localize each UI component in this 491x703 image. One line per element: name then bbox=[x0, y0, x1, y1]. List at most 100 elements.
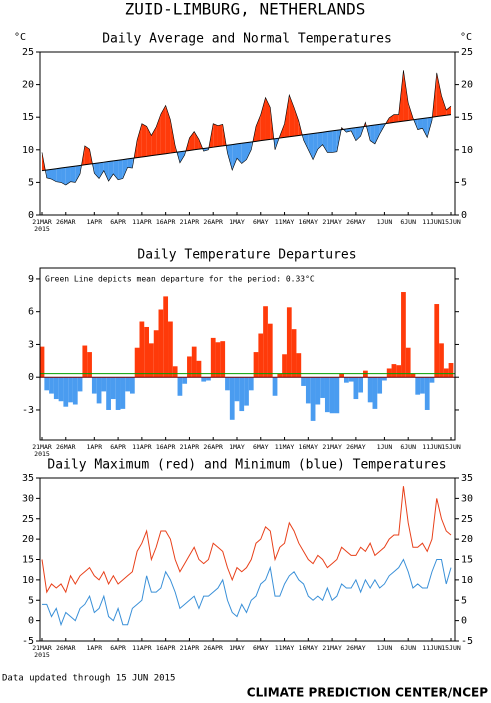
bar bbox=[405, 347, 411, 378]
y-tick-label: 15 bbox=[461, 555, 473, 566]
departure-fill bbox=[256, 114, 261, 142]
x-tick-label: 21MAR bbox=[32, 644, 52, 652]
y-tick-label: 35 bbox=[461, 473, 473, 484]
bar bbox=[334, 377, 340, 414]
departure-fill bbox=[436, 72, 442, 117]
y-tick-label: 0 bbox=[28, 372, 34, 383]
departure-fill bbox=[332, 130, 337, 153]
bar bbox=[386, 368, 392, 378]
departure-fill bbox=[303, 134, 309, 150]
x-year-label: 2015 bbox=[34, 450, 50, 458]
credit: CLIMATE PREDICTION CENTER/NCEP bbox=[247, 686, 488, 700]
departure-fill bbox=[317, 132, 323, 150]
bar bbox=[315, 377, 321, 405]
x-tick-label: 16APR bbox=[156, 218, 176, 226]
y-tick-label: 0 bbox=[461, 616, 467, 627]
x-tick-label: 1MAY bbox=[229, 218, 245, 226]
x-tick-label: 11JUN bbox=[422, 218, 442, 226]
bar bbox=[291, 329, 297, 378]
x-tick-label: 1JUN bbox=[377, 644, 393, 652]
x-tick-label: 1JUN bbox=[377, 443, 393, 451]
bar bbox=[168, 321, 173, 378]
departure-fill bbox=[308, 133, 314, 160]
bar bbox=[91, 377, 97, 394]
y-tick-label: 3 bbox=[28, 339, 34, 350]
data-line bbox=[41, 70, 452, 186]
bar bbox=[144, 326, 150, 378]
y-tick-label: 10 bbox=[461, 145, 473, 156]
y-tick-label: 5 bbox=[28, 177, 34, 188]
x-tick-label: 21MAY bbox=[322, 443, 342, 451]
bar bbox=[391, 364, 397, 378]
bar bbox=[225, 377, 230, 391]
departure-fill bbox=[351, 127, 356, 141]
y-tick-label: 20 bbox=[22, 80, 34, 91]
bar bbox=[115, 377, 121, 410]
x-tick-label: 6APR bbox=[110, 218, 126, 226]
bar bbox=[215, 342, 221, 378]
x-tick-label: 1APR bbox=[86, 644, 102, 652]
y-tick-label: -5 bbox=[22, 636, 34, 647]
departure-fill bbox=[284, 95, 290, 138]
bar bbox=[372, 377, 378, 409]
bar bbox=[310, 377, 316, 421]
bar bbox=[248, 377, 254, 391]
bar bbox=[424, 377, 430, 410]
departure-fill bbox=[137, 123, 142, 158]
x-tick-label: 1JUN bbox=[377, 218, 393, 226]
bar bbox=[401, 292, 406, 378]
bar bbox=[53, 377, 59, 400]
bar bbox=[377, 377, 383, 394]
bar bbox=[305, 377, 311, 404]
bar bbox=[201, 377, 207, 382]
bar bbox=[125, 377, 130, 392]
departure-fill bbox=[370, 125, 375, 144]
departure-fill bbox=[141, 123, 147, 157]
y-tick-label: 20 bbox=[461, 80, 473, 91]
x-tick-label: 26MAR bbox=[56, 218, 76, 226]
departure-fill bbox=[327, 130, 333, 153]
y-tick-label: 15 bbox=[22, 112, 34, 123]
y-tick-label: 10 bbox=[461, 575, 473, 586]
data-line bbox=[42, 558, 452, 627]
bar bbox=[282, 354, 287, 378]
departure-fill bbox=[151, 126, 157, 156]
bar bbox=[439, 343, 444, 378]
y-tick-label: -5 bbox=[461, 636, 473, 647]
bar bbox=[420, 377, 425, 394]
x-tick-label: 11APR bbox=[132, 443, 152, 451]
x-tick-label: 1APR bbox=[86, 443, 102, 451]
bar bbox=[139, 321, 145, 378]
bar bbox=[134, 347, 140, 378]
departure-fill bbox=[113, 160, 119, 180]
x-tick-label: 16APR bbox=[156, 443, 176, 451]
bar bbox=[263, 306, 268, 378]
departure-fill bbox=[118, 159, 123, 180]
x-tick-label: 26MAY bbox=[346, 218, 366, 226]
bar bbox=[296, 353, 302, 378]
bar bbox=[429, 377, 435, 383]
x-tick-label: 11APR bbox=[132, 218, 152, 226]
x-tick-label: 1MAY bbox=[229, 644, 245, 652]
x-tick-label: 26MAR bbox=[56, 644, 76, 652]
panel-title: Daily Maximum (red) and Minimum (blue) T… bbox=[47, 458, 446, 473]
bar bbox=[320, 377, 325, 398]
departure-fill bbox=[241, 142, 247, 164]
bar bbox=[187, 356, 192, 378]
bar bbox=[44, 377, 50, 391]
x-tick-label: 15JUN bbox=[441, 443, 461, 451]
x-year-label: 2015 bbox=[34, 225, 50, 233]
panel-title: Daily Temperature Departures bbox=[137, 248, 356, 263]
y-tick-label: 25 bbox=[461, 47, 473, 58]
bar bbox=[382, 377, 387, 381]
bar bbox=[415, 377, 421, 395]
departure-fill bbox=[260, 97, 266, 141]
page-title: ZUID-LIMBURG, NETHERLANDS bbox=[125, 0, 366, 19]
departure-fill bbox=[70, 166, 76, 183]
departure-fill bbox=[103, 161, 109, 182]
bar bbox=[163, 296, 169, 378]
bar bbox=[258, 333, 264, 378]
bar bbox=[329, 377, 335, 414]
departure-fill bbox=[441, 95, 447, 116]
departure-fill bbox=[227, 144, 233, 171]
